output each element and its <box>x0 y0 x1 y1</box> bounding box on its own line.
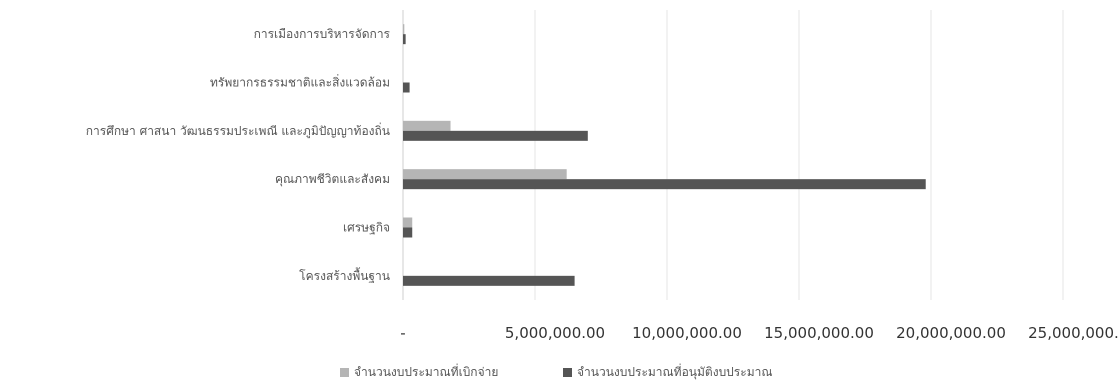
category-label: โครงสร้างพื้นฐาน <box>299 267 390 283</box>
bar-disbursed <box>403 24 405 35</box>
category-labels: การเมืองการบริหารจัดการทรัพยากรธรรมชาติแ… <box>86 27 391 283</box>
bars <box>403 24 926 286</box>
bar-approved <box>403 227 413 238</box>
category-label: การเมืองการบริหารจัดการ <box>254 27 391 41</box>
legend-swatch <box>563 368 572 377</box>
bar-approved <box>403 82 410 93</box>
bar-disbursed <box>403 217 413 228</box>
x-tick-label: 5,000,000.00 <box>505 324 605 342</box>
x-tick-label: - <box>400 324 405 342</box>
x-tick-label: 15,000,000.00 <box>764 324 874 342</box>
legend-label: จำนวนงบประมาณที่เบิกจ่าย <box>354 363 498 379</box>
category-label: ทรัพยากรธรรมชาติและสิ่งแวดล้อม <box>210 74 390 90</box>
legend: จำนวนงบประมาณที่เบิกจ่าย จำนวนงบประมาณที่… <box>340 363 772 380</box>
bar-approved <box>403 34 406 45</box>
category-label: การศึกษา ศาสนา วัฒนธรรมประเพณี และภูมิปั… <box>86 122 390 139</box>
category-label: เศรษฐกิจ <box>343 221 390 235</box>
x-tick-label: 25,000,000.00 <box>1028 324 1118 342</box>
x-tick-labels: - 5,000,000.00 10,000,000.00 15,000,000.00 2… <box>400 324 1118 342</box>
bar-approved <box>403 275 575 286</box>
bar-disbursed <box>403 169 567 180</box>
category-label: คุณภาพชีวิตและสังคม <box>275 172 390 187</box>
bar-approved <box>403 179 926 190</box>
bar-approved <box>403 130 588 141</box>
legend-swatch <box>340 368 349 377</box>
gridlines <box>402 10 1064 300</box>
x-tick-label: 10,000,000.00 <box>632 324 742 342</box>
legend-label: จำนวนงบประมาณที่อนุมัติงบประมาณ <box>577 363 772 380</box>
bar-disbursed <box>403 120 451 131</box>
x-tick-label: 20,000,000.00 <box>896 324 1006 342</box>
